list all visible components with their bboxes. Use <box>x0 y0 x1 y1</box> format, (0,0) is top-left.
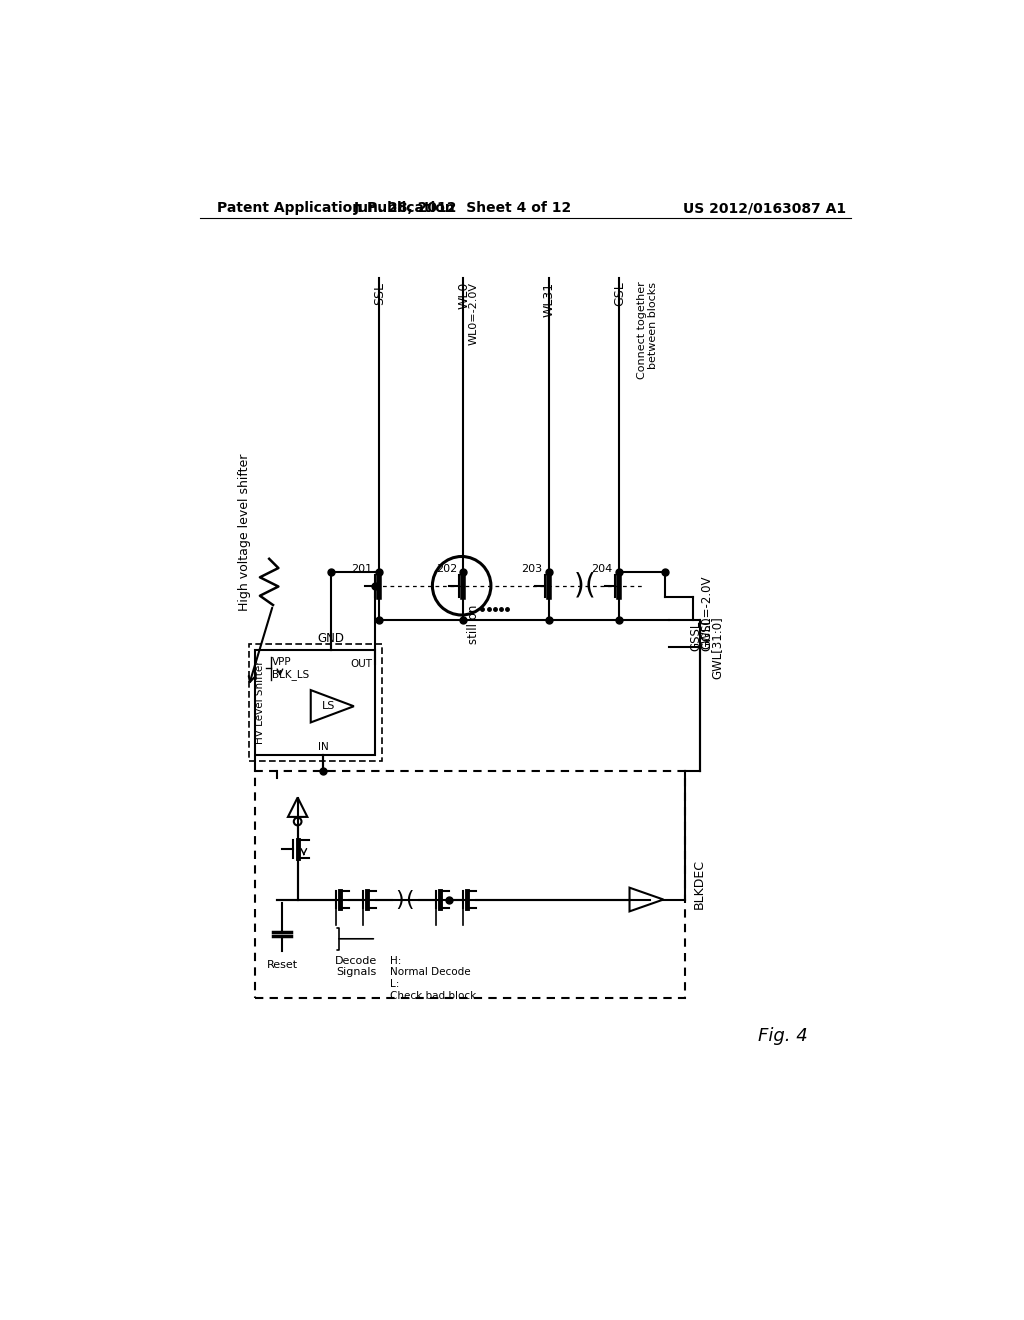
Text: BLKDEC: BLKDEC <box>692 859 706 909</box>
Text: between blocks: between blocks <box>647 281 657 368</box>
Text: 201: 201 <box>351 564 372 574</box>
Bar <box>249 644 382 762</box>
Text: Patent Application Publication: Patent Application Publication <box>217 202 455 215</box>
Text: VPP: VPP <box>272 657 292 667</box>
Text: HV Level Shifter: HV Level Shifter <box>255 660 265 744</box>
Text: ): ) <box>573 572 585 599</box>
Text: 204: 204 <box>591 564 612 574</box>
Text: 203: 203 <box>521 564 543 574</box>
Text: Reset: Reset <box>266 960 298 970</box>
Text: GSL: GSL <box>613 281 626 306</box>
Text: H:
Normal Decode
L:
Check bad block: H: Normal Decode L: Check bad block <box>390 956 476 1001</box>
Text: High voltage level shifter: High voltage level shifter <box>238 453 251 611</box>
Text: Jun. 28, 2012  Sheet 4 of 12: Jun. 28, 2012 Sheet 4 of 12 <box>354 202 572 215</box>
Text: (: ( <box>406 890 414 909</box>
Text: still on: still on <box>467 605 480 644</box>
Text: (: ( <box>585 572 595 599</box>
Text: IN: IN <box>317 742 329 752</box>
Bar <box>255 649 376 755</box>
Text: OUT: OUT <box>350 659 373 668</box>
Text: GWL0=-2.0V: GWL0=-2.0V <box>700 576 713 651</box>
Text: GSSL: GSSL <box>689 620 702 651</box>
Bar <box>255 771 685 998</box>
Text: Connect together: Connect together <box>637 281 647 379</box>
Text: LS: LS <box>322 701 335 711</box>
Text: Fig. 4: Fig. 4 <box>758 1027 808 1045</box>
Text: WL0: WL0 <box>458 281 470 309</box>
Text: WL0=-2.0V: WL0=-2.0V <box>469 281 479 345</box>
Text: BLK_LS: BLK_LS <box>272 669 309 680</box>
Text: US 2012/0163087 A1: US 2012/0163087 A1 <box>683 202 847 215</box>
Text: Decode
Signals: Decode Signals <box>335 956 377 977</box>
Text: SSL: SSL <box>373 281 386 305</box>
Text: 202: 202 <box>435 564 457 574</box>
Text: GGSL: GGSL <box>700 616 713 648</box>
Text: GWL[31:0]: GWL[31:0] <box>711 616 724 680</box>
Text: GND: GND <box>317 631 344 644</box>
Text: ): ) <box>395 890 404 909</box>
Text: WL31: WL31 <box>543 281 556 317</box>
